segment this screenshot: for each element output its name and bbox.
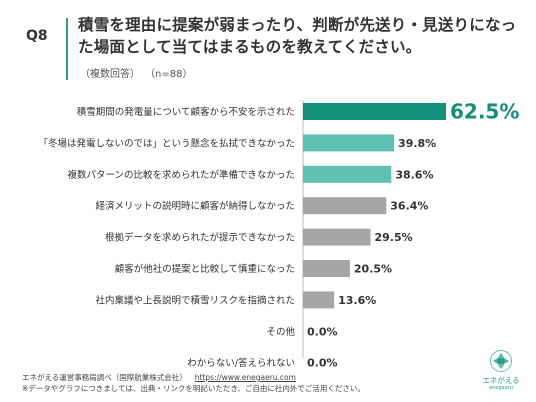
leaf-logo-icon [490, 350, 512, 372]
disclaimer-text: ※データやグラフにつきましては、出典・リンクを明記いただき、ご自由に社内外でご活… [22, 384, 365, 393]
category-label: 複数パターンの比較を求められたが準備できなかった [67, 169, 295, 181]
value-label: 36.4% [390, 200, 428, 213]
category-label: 顧客が他社の提案と比較して慎重になった [115, 263, 295, 275]
category-label: 「冬場は発電しないのでは」という懸念を払拭できなかった [38, 137, 295, 149]
category-label: 根拠データを求められたが提示できなかった [105, 232, 295, 244]
category-label: わからない/答えられない [187, 357, 295, 369]
bar [303, 134, 395, 152]
value-label: 62.5% [450, 100, 519, 124]
bar [303, 291, 335, 309]
value-label: 13.6% [338, 294, 376, 307]
chart-title: 積雪を理由に提案が弱まったり、判断が先送り・見送りになった場面として当てはまるも… [78, 16, 517, 56]
bar [303, 103, 446, 120]
bar [303, 165, 392, 183]
value-label: 20.5% [354, 263, 392, 276]
question-number: Q8 [26, 28, 48, 44]
bar [303, 260, 350, 277]
value-label: 0.0% [307, 357, 338, 370]
value-label: 39.8% [398, 137, 436, 150]
question-divider [66, 18, 68, 80]
bar [303, 197, 387, 215]
logo-name: エネがえる [482, 376, 520, 385]
sample-size: （n=88） [150, 69, 193, 80]
question-note: （複数回答） （n=88） [80, 65, 202, 80]
value-label: 29.5% [374, 231, 412, 244]
source-text: エネがえる運営事務局調べ（国際航業株式会社） [22, 373, 187, 382]
category-label: 経済メリットの説明時に顧客が納得しなかった [95, 200, 295, 212]
source-link[interactable]: https://www.enegaeru.com [194, 373, 296, 382]
brand-logo: エネがえる enegaeru [476, 349, 526, 393]
answer-type-note: （複数回答） [80, 69, 140, 80]
category-label: 積雪期間の発電量について顧客から不安を示された [77, 106, 295, 118]
bar [303, 228, 371, 246]
value-label: 38.6% [395, 168, 433, 181]
value-label: 0.0% [307, 325, 338, 338]
footer: エネがえる運営事務局調べ（国際航業株式会社） https://www.enegae… [22, 372, 365, 394]
category-label: 社内稟議や上長説明で積雪リスクを指摘された [95, 294, 295, 306]
logo-sub: enegaeru [489, 385, 513, 391]
category-label: その他 [266, 326, 295, 338]
